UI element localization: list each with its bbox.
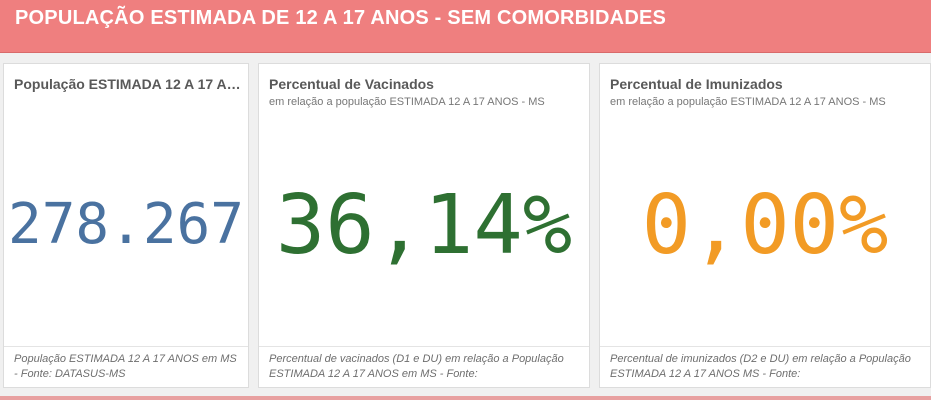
card-footer: Percentual de vacinados (D1 e DU) em rel… xyxy=(259,346,589,387)
card-footer: Percentual de imunizados (D2 e DU) em re… xyxy=(600,346,930,387)
kpi-panel-area: População ESTIMADA 12 A 17 ANOS em MS 27… xyxy=(0,53,931,396)
dashboard-header: POPULAÇÃO ESTIMADA DE 12 A 17 ANOS - SEM… xyxy=(0,0,931,53)
card-title: Percentual de Imunizados xyxy=(610,76,783,92)
card-subtitle: em relação a população ESTIMADA 12 A 17 … xyxy=(269,96,545,108)
kpi-value-population: 278.267 xyxy=(7,192,244,257)
kpi-value-vaccinated: 36,14% xyxy=(275,178,573,273)
card-subtitle: em relação a população ESTIMADA 12 A 17 … xyxy=(610,96,886,108)
card-footer: População ESTIMADA 12 A 17 ANOS em MS - … xyxy=(4,346,248,387)
kpi-card-population[interactable]: População ESTIMADA 12 A 17 ANOS em MS 27… xyxy=(3,63,249,388)
bottom-accent-strip xyxy=(0,396,931,400)
card-title: População ESTIMADA 12 A 17 ANOS em MS xyxy=(14,76,242,92)
card-title: Percentual de Vacinados xyxy=(269,76,434,92)
kpi-value-immunized: 0,00% xyxy=(641,178,889,273)
kpi-card-vaccinated[interactable]: Percentual de Vacinados em relação a pop… xyxy=(258,63,590,388)
kpi-card-immunized[interactable]: Percentual de Imunizados em relação a po… xyxy=(599,63,931,388)
page-title: POPULAÇÃO ESTIMADA DE 12 A 17 ANOS - SEM… xyxy=(15,7,667,29)
